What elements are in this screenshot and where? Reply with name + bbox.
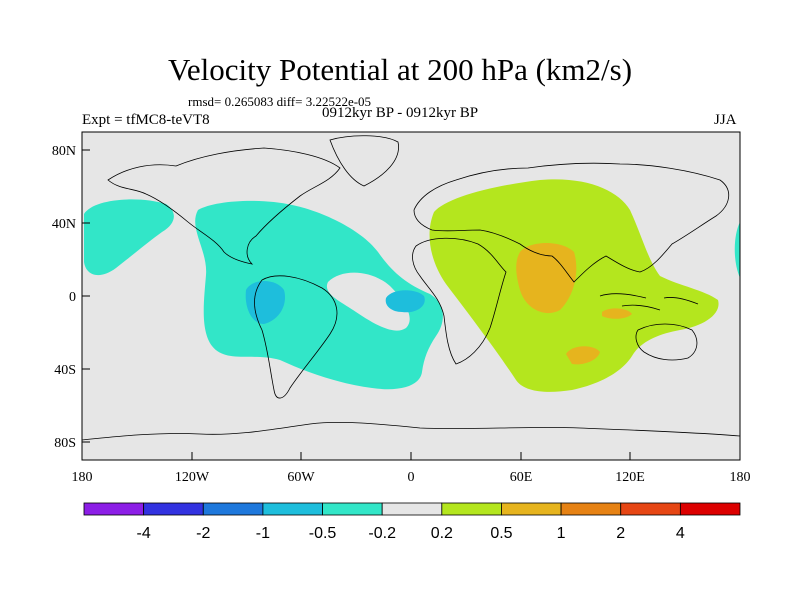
- lat-label: 0: [69, 290, 76, 305]
- positive-core-south: [566, 346, 600, 365]
- negative-anomaly-pacific-edge: [734, 222, 740, 278]
- lon-label: 60W: [287, 470, 315, 485]
- coastlines: [82, 135, 740, 441]
- coast-antarctica: [82, 421, 740, 441]
- colorbar-label: -0.5: [309, 525, 337, 542]
- lat-label: 40S: [54, 363, 76, 378]
- colorbar-label: -4: [137, 525, 151, 542]
- colorbar-label: -2: [196, 525, 210, 542]
- colorbar-box: [679, 502, 741, 516]
- colorbar-label: 0.5: [490, 525, 512, 542]
- period-label: 0912kyr BP - 0912kyr BP: [322, 105, 479, 121]
- lon-label: 120W: [175, 470, 210, 485]
- colorbar-label: 0.2: [431, 525, 453, 542]
- colorbar-box: [262, 502, 323, 516]
- neutral-gap: [326, 272, 410, 331]
- positive-core-east: [602, 308, 632, 319]
- map-title: Velocity Potential at 200 hPa (km2/s): [167, 52, 633, 87]
- colorbar-box: [560, 502, 622, 516]
- colorbar-label: -0.2: [368, 525, 396, 542]
- lat-axis: 80N 40N 0 40S 80S: [52, 144, 90, 451]
- coast-south-america: [254, 275, 338, 399]
- lon-label: 120E: [615, 470, 645, 485]
- coast-greenland: [329, 135, 399, 187]
- lon-label: 0: [408, 470, 415, 485]
- colorbar-box: [441, 502, 502, 516]
- coast-africa: [412, 237, 507, 365]
- colorbar-box: [322, 502, 383, 516]
- colorbar-label: 4: [676, 525, 685, 542]
- negative-core-atlantic: [385, 290, 425, 313]
- stats-subtitle: rmsd= 0.265083 diff= 3.22522e-05: [188, 94, 372, 109]
- colorbar-box: [143, 502, 204, 516]
- lat-label: 40N: [52, 217, 76, 232]
- positive-core-india: [516, 243, 577, 314]
- coast-north-america: [107, 147, 341, 265]
- colorbar-label: 1: [557, 525, 566, 542]
- negative-anomaly-region: [195, 200, 443, 390]
- coast-indonesia: [599, 293, 699, 311]
- lon-label: 180: [730, 470, 751, 485]
- season-label: JJA: [714, 112, 737, 128]
- experiment-label: Expt = tfMC8-teVT8: [82, 112, 210, 128]
- map-plot: [82, 132, 740, 460]
- colorbar-box: [501, 502, 562, 516]
- negative-anomaly-pacific: [84, 199, 174, 276]
- colorbar-label: 2: [616, 525, 625, 542]
- lat-label: 80S: [54, 436, 76, 451]
- coast-eurasia: [413, 162, 729, 283]
- lon-label: 180: [72, 470, 93, 485]
- colorbar-box: [620, 502, 681, 516]
- lon-label: 60E: [510, 470, 533, 485]
- colorbar-box: [83, 502, 145, 516]
- coast-australia: [635, 323, 698, 361]
- lon-axis: 180 120W 60W 0 60E 120E 180: [72, 452, 751, 485]
- colorbar: -4 -2 -1 -0.5 -0.2 0.2 0.5 1 2 4: [83, 502, 741, 542]
- colorbar-box: [202, 502, 264, 516]
- positive-anomaly-region: [429, 179, 719, 392]
- lat-label: 80N: [52, 144, 76, 159]
- colorbar-box: [381, 502, 443, 516]
- colorbar-label: -1: [256, 525, 270, 542]
